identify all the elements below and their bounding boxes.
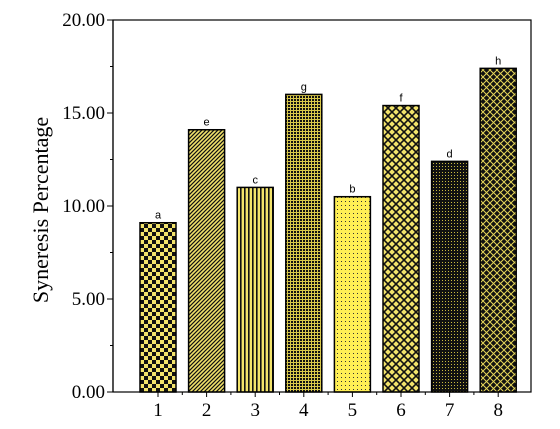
x-tick-label: 6 bbox=[396, 400, 406, 421]
y-tick-label: 0.00 bbox=[72, 382, 105, 403]
y-tick-label: 15.00 bbox=[62, 103, 105, 124]
bar-letter-label: c bbox=[252, 174, 258, 186]
bar-3 bbox=[236, 186, 274, 393]
y-ticks-group: 0.00 5.00 10.00 15.00 20.00 bbox=[62, 10, 113, 403]
y-tick-label: 20.00 bbox=[62, 10, 105, 31]
x-tick-label: 7 bbox=[445, 400, 455, 421]
x-tick-label: 8 bbox=[493, 400, 503, 421]
y-axis-label: Syneresis Percentage bbox=[28, 117, 53, 303]
x-tick-label: 4 bbox=[299, 400, 309, 421]
bar-7 bbox=[430, 160, 469, 393]
x-tick-label: 1 bbox=[153, 400, 163, 421]
y-tick-label: 5.00 bbox=[72, 289, 105, 310]
bar-2 bbox=[187, 128, 226, 393]
bar-letter-label: f bbox=[399, 93, 403, 105]
x-tick-label: 2 bbox=[202, 400, 212, 421]
bar-6 bbox=[382, 104, 420, 393]
x-ticks-group: 1 2 3 4 5 6 7 8 bbox=[153, 392, 503, 421]
bar-1 bbox=[139, 221, 177, 393]
x-tick-label: 3 bbox=[250, 400, 260, 421]
bar-letter-label: h bbox=[495, 55, 501, 67]
x-tick-label: 5 bbox=[348, 400, 358, 421]
bar-4 bbox=[285, 93, 323, 393]
bar-letter-label: b bbox=[349, 184, 355, 196]
bar-5 bbox=[333, 195, 372, 393]
bar-8 bbox=[479, 67, 517, 393]
bar-letter-label: a bbox=[155, 210, 162, 222]
bar-letter-label: d bbox=[447, 148, 453, 160]
bar-labels-group: a e c g b f d h bbox=[155, 55, 501, 221]
bars-group bbox=[139, 67, 517, 393]
bar-letter-label: g bbox=[301, 81, 307, 93]
y-tick-label: 10.00 bbox=[62, 196, 105, 217]
bar-letter-label: e bbox=[204, 117, 210, 129]
